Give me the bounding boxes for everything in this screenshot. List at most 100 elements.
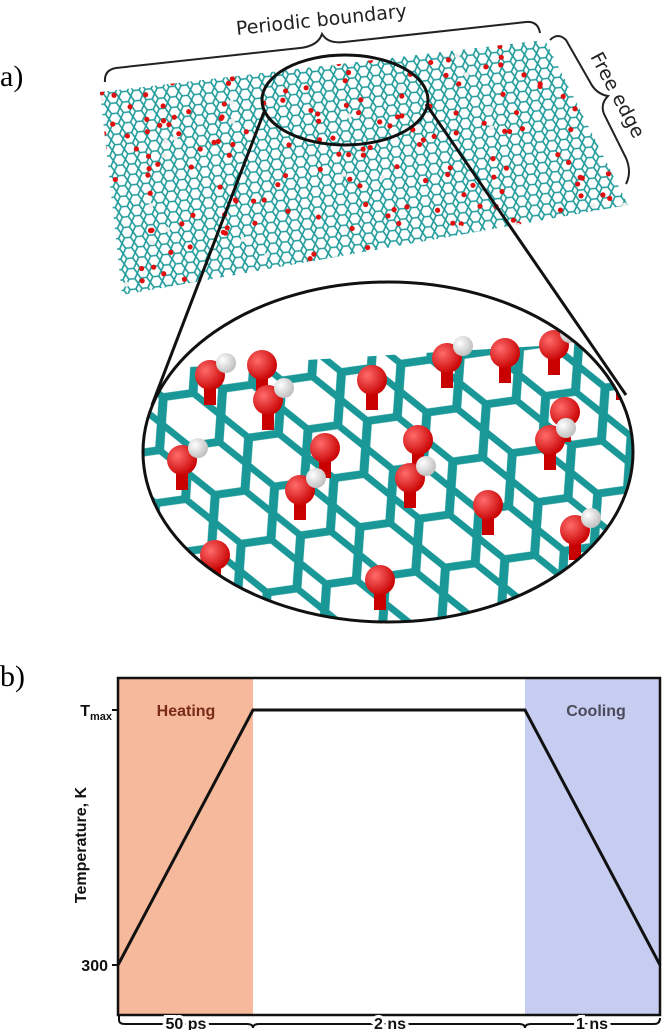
oxygen-atom bbox=[495, 254, 501, 260]
oxygen-atom bbox=[264, 252, 270, 259]
duration-label: 2 ns bbox=[374, 1016, 406, 1030]
oxygen-atom bbox=[355, 110, 362, 116]
oxygen-atom bbox=[230, 141, 236, 148]
oxygen-atom bbox=[225, 80, 232, 86]
sheet-lattice bbox=[100, 40, 628, 295]
cooling-region bbox=[525, 678, 660, 1015]
oxygen-atom bbox=[357, 183, 363, 189]
oxygen-atom bbox=[339, 264, 345, 270]
oxygen-atom bbox=[490, 338, 520, 368]
y-axis-label: Temperature, K bbox=[73, 786, 90, 903]
oxygen-atom bbox=[577, 217, 583, 223]
oxygen-atom bbox=[458, 221, 464, 227]
oxygen-atom bbox=[431, 133, 437, 139]
oxygen-atom bbox=[247, 350, 277, 380]
oxygen-atom bbox=[574, 64, 580, 70]
oxygen-atom bbox=[396, 220, 402, 227]
zoom-view bbox=[143, 282, 656, 622]
oxygen-atom bbox=[123, 281, 130, 287]
oxygen-atom bbox=[477, 203, 483, 209]
oxygen-atom bbox=[606, 152, 612, 158]
oxygen-atom bbox=[218, 115, 224, 121]
oxygen-atom bbox=[163, 138, 169, 145]
oxygen-atom bbox=[615, 585, 633, 615]
oxygen-atom bbox=[316, 118, 322, 124]
oxygen-atom bbox=[100, 96, 105, 102]
oxygen-atom bbox=[250, 198, 257, 204]
oxygen-atom bbox=[229, 76, 235, 82]
oxygen-atom bbox=[610, 278, 616, 284]
oxygen-atom bbox=[498, 54, 504, 60]
hydrogen-atom bbox=[274, 378, 294, 398]
oxygen-atom bbox=[224, 225, 230, 231]
oxygen-atom bbox=[453, 130, 459, 136]
oxygen-atom bbox=[572, 106, 578, 112]
oxygen-atom bbox=[169, 80, 176, 86]
oxygen-atom bbox=[456, 279, 462, 285]
oxygen-atom bbox=[567, 283, 573, 290]
oxygen-atom bbox=[233, 198, 239, 204]
oxygen-atom bbox=[537, 83, 543, 89]
heating-region bbox=[118, 678, 253, 1015]
oxygen-atom bbox=[403, 425, 433, 455]
oxygen-atom bbox=[172, 135, 178, 141]
oxygen-atom bbox=[101, 130, 107, 137]
oxygen-atom bbox=[472, 238, 479, 244]
oxygen-atom bbox=[303, 85, 309, 91]
oxygen-atom bbox=[143, 92, 149, 98]
oxygen-atom bbox=[454, 52, 460, 59]
oxygen-atom bbox=[252, 220, 258, 226]
oxygen-atom bbox=[578, 193, 584, 199]
oxygen-atom bbox=[537, 256, 543, 262]
oxygen-atom bbox=[133, 146, 139, 152]
oxygen-atom bbox=[397, 85, 403, 91]
oxygen-atom bbox=[101, 145, 107, 151]
oxygen-atom bbox=[168, 249, 174, 255]
oxygen-atom bbox=[211, 139, 217, 145]
oxygen-atom bbox=[316, 137, 323, 143]
oxygen-atom bbox=[332, 266, 338, 273]
oxygen-atom bbox=[243, 129, 249, 135]
oxygen-atom bbox=[488, 106, 494, 112]
oxygen-atom bbox=[140, 42, 146, 49]
oxygen-atom bbox=[282, 172, 289, 179]
oxygen-atom bbox=[145, 172, 151, 178]
oxygen-atom bbox=[112, 176, 118, 183]
oxygen-atom bbox=[226, 152, 232, 158]
oxygen-atom bbox=[481, 120, 487, 126]
oxygen-atom bbox=[361, 273, 367, 279]
oxygen-atom bbox=[358, 97, 364, 103]
oxygen-atom bbox=[399, 93, 405, 99]
oxygen-atom bbox=[457, 225, 463, 231]
oxygen-atom bbox=[496, 277, 503, 283]
oxygen-atom bbox=[106, 241, 112, 248]
oxygen-atom bbox=[308, 107, 314, 114]
oxygen-atom bbox=[591, 46, 597, 52]
oxygen-atom bbox=[176, 131, 182, 137]
oxygen-atom bbox=[261, 197, 267, 203]
panel-label: b) bbox=[0, 660, 25, 693]
oxygen-atom bbox=[521, 72, 527, 78]
oxygen-atom bbox=[149, 239, 156, 246]
oxygen-atom bbox=[365, 565, 395, 595]
oxygen-atom bbox=[624, 257, 628, 264]
oxygen-atom bbox=[360, 152, 366, 158]
oxygen-atom bbox=[514, 275, 520, 281]
oxygen-atom bbox=[394, 164, 400, 170]
oxygen-atom bbox=[557, 207, 564, 213]
oxygen-atom bbox=[510, 217, 517, 223]
oxygen-atom bbox=[281, 291, 287, 295]
oxygen-atom bbox=[507, 128, 513, 135]
hydrogen-atom bbox=[636, 578, 656, 598]
oxygen-atom bbox=[161, 152, 167, 159]
oxygen-atom bbox=[181, 276, 188, 282]
oxygen-atom bbox=[502, 128, 508, 134]
oxygen-atom bbox=[141, 55, 147, 61]
oxygen-atom bbox=[346, 69, 352, 76]
oxygen-atom bbox=[513, 109, 520, 116]
oxygen-atom bbox=[399, 113, 405, 119]
oxygen-atom bbox=[100, 90, 105, 96]
oxygen-atom bbox=[495, 240, 501, 247]
